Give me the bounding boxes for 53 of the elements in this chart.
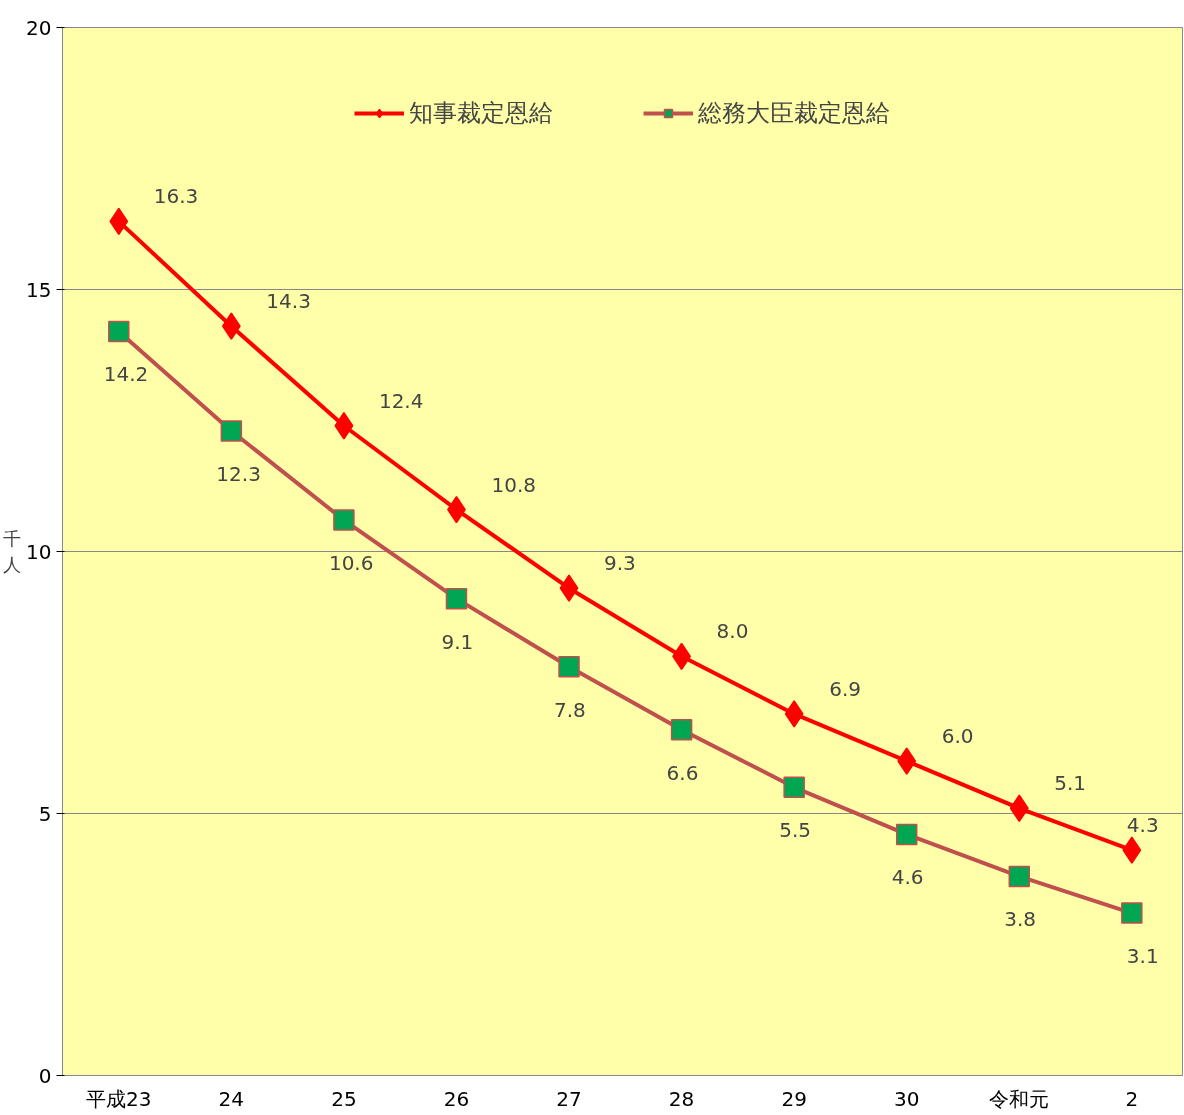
data-label: 14.2 — [103, 362, 149, 387]
data-label: 5.5 — [779, 818, 811, 843]
data-label: 3.1 — [1126, 944, 1159, 969]
data-label: 12.4 — [378, 388, 424, 413]
y-tick-label: 0 — [38, 1063, 52, 1088]
y-tick-label: 10 — [26, 539, 52, 564]
point — [559, 574, 579, 602]
point — [108, 320, 130, 343]
point — [895, 823, 918, 846]
point — [784, 700, 804, 728]
x-tick-label: 29 — [781, 1086, 807, 1111]
data-label: 10.6 — [328, 551, 374, 576]
y-tick-label: 20 — [26, 15, 52, 40]
x-tick-label: 27 — [556, 1086, 582, 1111]
point — [1121, 902, 1143, 924]
data-label: 6.0 — [941, 724, 974, 749]
point — [445, 587, 468, 610]
x-tick-label: 25 — [331, 1086, 357, 1111]
data-label: 10.8 — [491, 472, 536, 497]
x-tick-label: 26 — [443, 1086, 470, 1111]
point — [1122, 836, 1142, 864]
y-tick-label: 15 — [26, 277, 52, 302]
data-label: 4.6 — [891, 865, 924, 890]
data-label: 12.3 — [216, 461, 261, 486]
data-label: 14.3 — [266, 289, 311, 314]
point — [221, 312, 241, 340]
legend-label: 知事裁定恩給 — [409, 98, 553, 129]
point — [333, 509, 355, 531]
point — [897, 747, 917, 775]
x-tick-label: 平成23 — [86, 1086, 152, 1111]
x-tick-label: 24 — [218, 1086, 245, 1111]
point — [1008, 865, 1031, 888]
legend-label: 総務大臣裁定恩給 — [698, 98, 890, 129]
point — [558, 656, 580, 678]
data-label: 5.1 — [1054, 771, 1087, 796]
data-label: 8.0 — [716, 619, 749, 644]
x-tick-label: 30 — [894, 1086, 920, 1111]
data-label: 3.8 — [1004, 907, 1037, 932]
point — [783, 776, 805, 799]
data-label: 6.6 — [666, 760, 699, 785]
y-tick-label: 5 — [38, 801, 52, 826]
point — [220, 420, 243, 442]
point — [670, 718, 693, 741]
y-axis-title: 千人 — [3, 528, 22, 575]
x-tick-label: 28 — [668, 1086, 695, 1111]
x-tick-label: 2 — [1125, 1086, 1139, 1111]
data-label: 9.3 — [604, 551, 636, 576]
x-tick-label: 令和元 — [989, 1086, 1050, 1111]
data-label: 16.3 — [153, 184, 199, 209]
data-label: 7.8 — [554, 697, 586, 722]
data-label: 9.1 — [441, 629, 474, 654]
data-label: 6.9 — [829, 676, 861, 701]
data-label: 4.3 — [1126, 813, 1159, 838]
